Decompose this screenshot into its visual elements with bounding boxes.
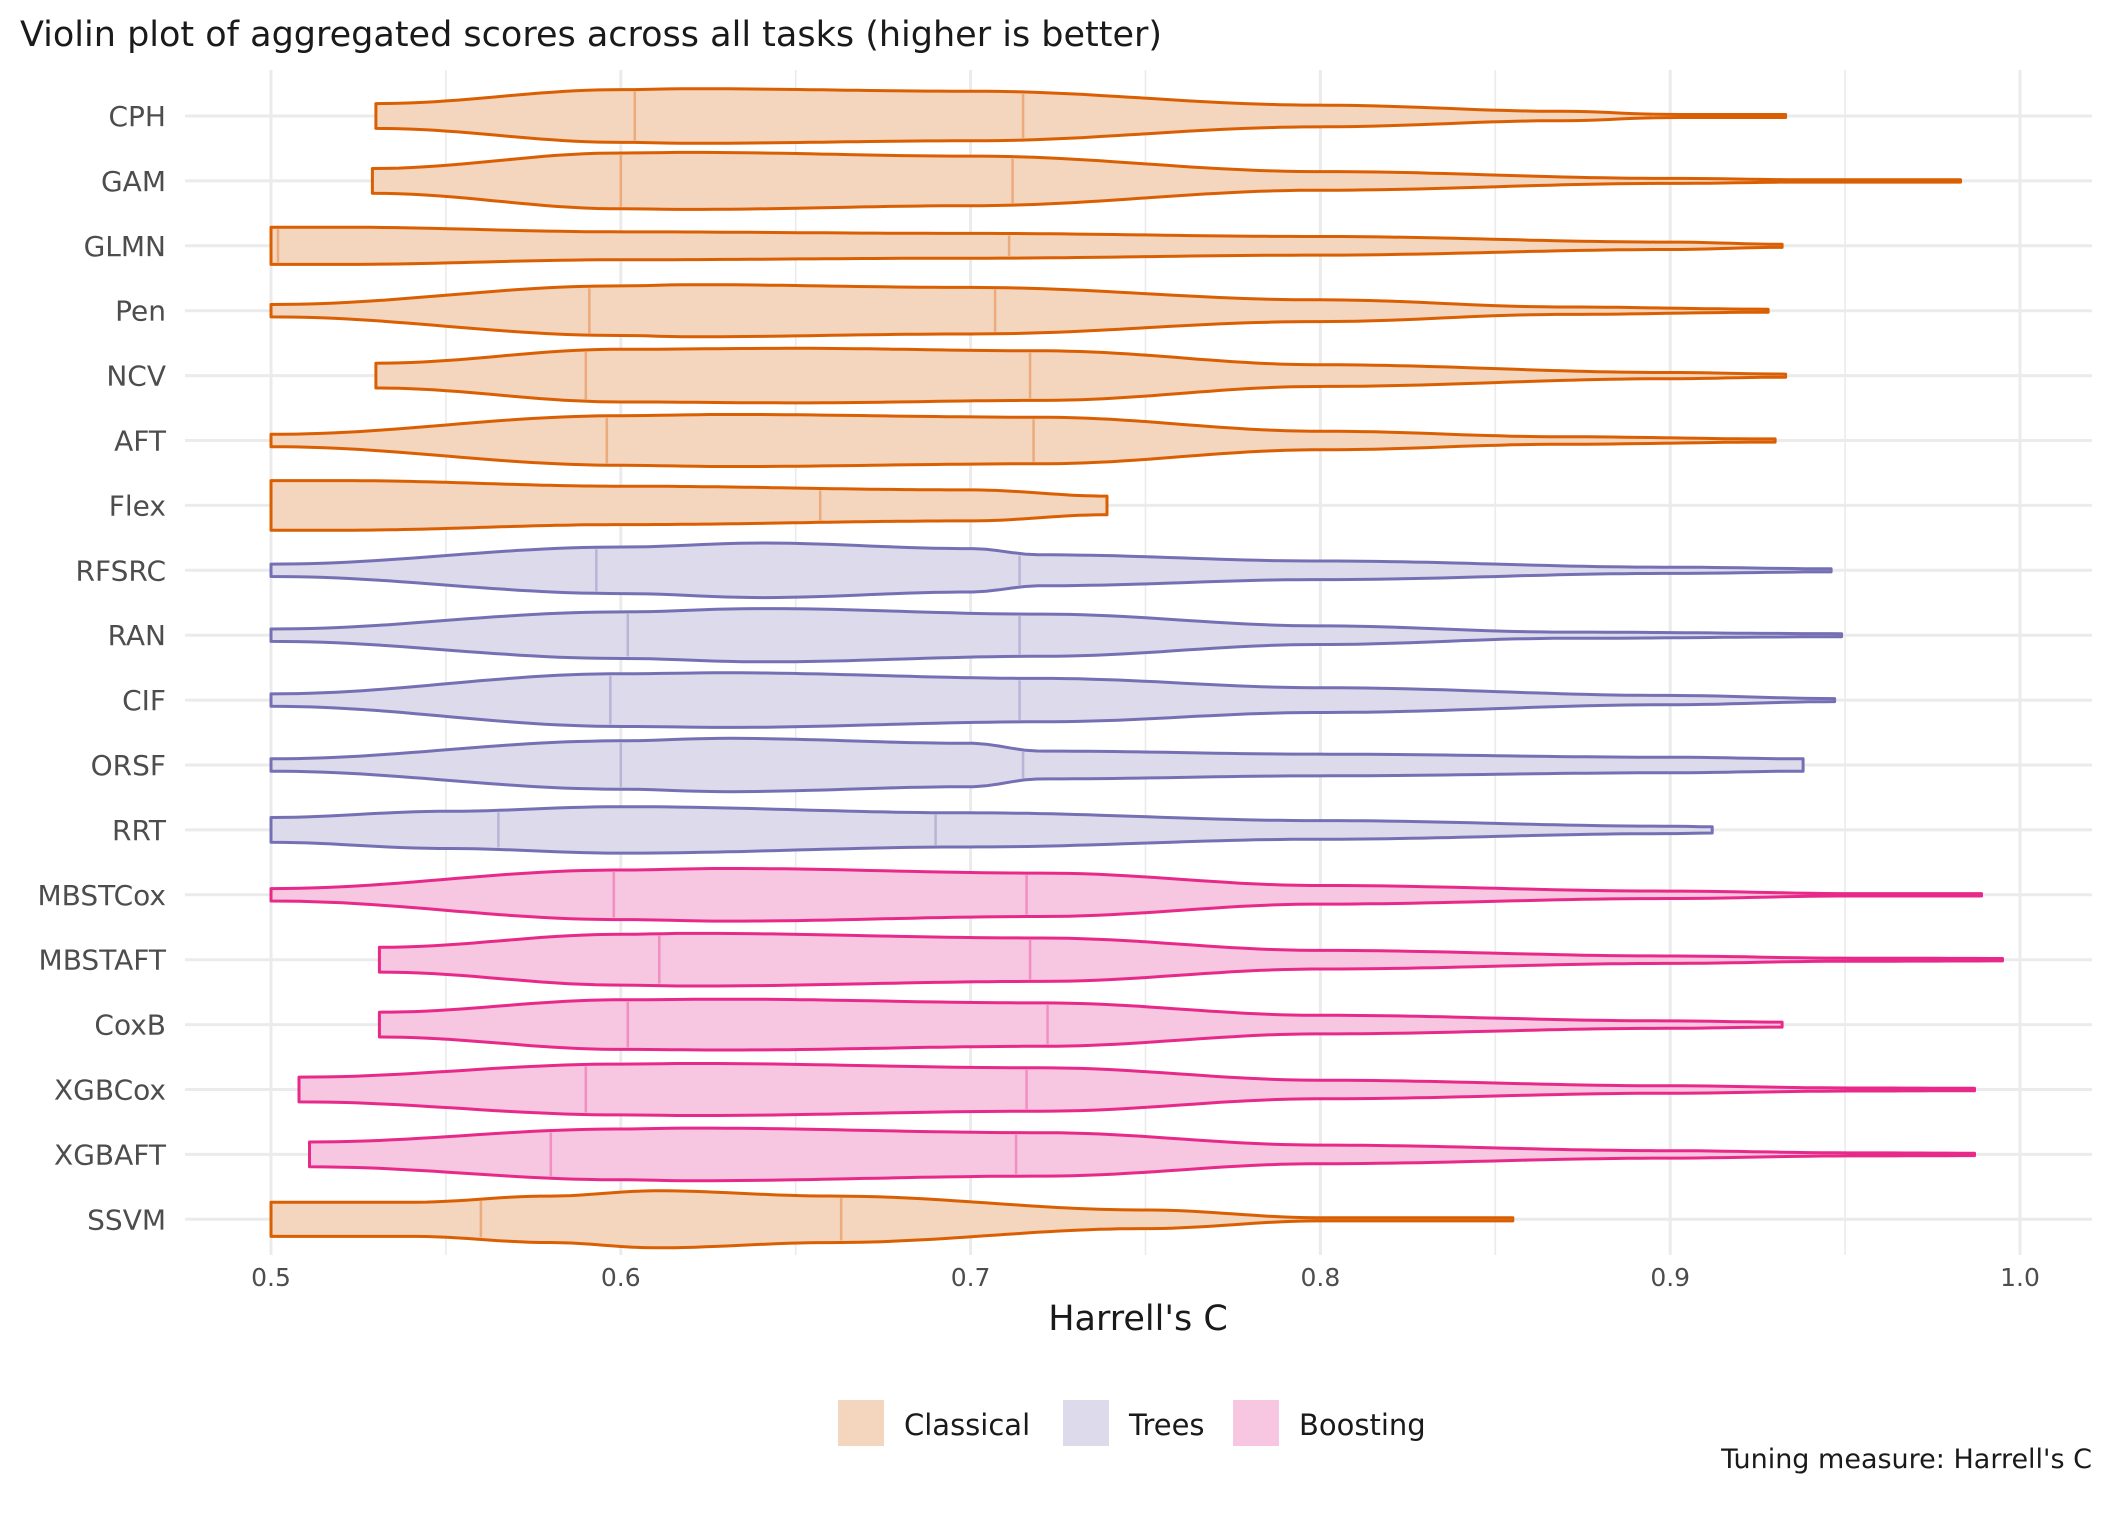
violin-body <box>269 671 1837 729</box>
x-tick-label: 1.0 <box>2000 1263 2040 1292</box>
x-tick-label: 0.5 <box>251 1263 291 1292</box>
violin-body <box>377 931 2004 988</box>
y-tick-label: CPH <box>109 100 167 133</box>
violin-ncv <box>374 346 1788 405</box>
legend-swatch <box>838 1400 884 1446</box>
violin-pen <box>269 283 1770 339</box>
violin-cph <box>374 87 1788 145</box>
violin-aft <box>269 413 1777 468</box>
violin-mbstaft <box>377 931 2004 988</box>
violin-ssvm <box>269 1189 1515 1250</box>
x-tick-label: 0.8 <box>1301 1263 1341 1292</box>
x-tick-label: 0.7 <box>951 1263 991 1292</box>
legend-swatch <box>1233 1400 1279 1446</box>
chart-title: Violin plot of aggregated scores across … <box>20 15 1162 55</box>
violin-body <box>269 867 1983 923</box>
violin-body <box>377 997 1784 1052</box>
legend-label: Classical <box>904 1408 1030 1442</box>
legend-item-boosting: Boosting <box>1233 1400 1426 1446</box>
y-tick-label: AFT <box>114 425 167 458</box>
y-tick-label: GAM <box>101 165 166 198</box>
y-tick-label: CoxB <box>94 1009 166 1042</box>
violin-glmn <box>269 225 1784 266</box>
x-axis-label: Harrell's C <box>1048 1299 1228 1339</box>
y-tick-label: Flex <box>109 489 166 522</box>
legend: Classical Trees Boosting <box>838 1400 1426 1446</box>
violin-coxb <box>377 997 1784 1052</box>
y-tick-label: Pen <box>115 295 166 328</box>
violin-body <box>269 413 1777 468</box>
violins <box>269 87 2004 1250</box>
legend-item-trees: Trees <box>1063 1400 1205 1446</box>
violin-body <box>269 1189 1515 1250</box>
violin-body <box>269 607 1844 664</box>
violin-xgbaft <box>308 1126 1976 1183</box>
violin-body <box>308 1126 1976 1183</box>
y-tick-label: MBSTCox <box>37 879 166 912</box>
legend-swatch <box>1063 1400 1109 1446</box>
y-tick-label: MBSTAFT <box>39 944 167 977</box>
legend-item-classical: Classical <box>838 1400 1030 1446</box>
y-tick-label: GLMN <box>84 230 166 263</box>
violin-ran <box>269 607 1844 664</box>
violin-body <box>269 283 1770 339</box>
violin-gam <box>370 150 1962 211</box>
y-axis-labels: CPH GAM GLMN Pen NCV AFT Flex RFSRC RAN CIF ORSF RR… <box>37 100 166 1236</box>
y-tick-label: CIF <box>122 684 166 717</box>
y-tick-label: NCV <box>106 360 166 393</box>
x-axis-ticks: 0.5 0.6 0.7 0.8 0.9 1.0 <box>251 1263 2040 1292</box>
caption: Tuning measure: Harrell's C <box>1720 1444 2092 1475</box>
y-tick-label: XGBAFT <box>54 1138 167 1171</box>
violin-body <box>297 1062 1976 1117</box>
violin-body <box>269 736 1805 794</box>
legend-label: Boosting <box>1299 1408 1426 1442</box>
y-tick-label: ORSF <box>91 749 166 782</box>
violin-xgbcox <box>297 1062 1976 1117</box>
x-tick-label: 0.9 <box>1650 1263 1690 1292</box>
violin-body <box>374 346 1788 405</box>
violin-orsf <box>269 736 1805 794</box>
y-tick-label: SSVM <box>87 1203 166 1236</box>
violin-body <box>269 479 1109 532</box>
violin-cif <box>269 671 1837 729</box>
violin-body <box>269 541 1833 600</box>
violin-body <box>370 150 1962 211</box>
legend-label: Trees <box>1128 1408 1205 1442</box>
violin-rrt <box>269 805 1714 855</box>
y-tick-label: RAN <box>108 619 166 652</box>
y-tick-label: RRT <box>112 814 167 847</box>
violin-body <box>374 87 1788 145</box>
y-tick-label: XGBCox <box>54 1074 166 1107</box>
violin-mbstcox <box>269 867 1983 923</box>
violin-rfsrc <box>269 541 1833 600</box>
y-tick-label: RFSRC <box>76 554 166 587</box>
violin-body <box>269 805 1714 855</box>
violin-body <box>269 225 1784 266</box>
x-tick-label: 0.6 <box>601 1263 641 1292</box>
violin-flex <box>269 479 1109 532</box>
